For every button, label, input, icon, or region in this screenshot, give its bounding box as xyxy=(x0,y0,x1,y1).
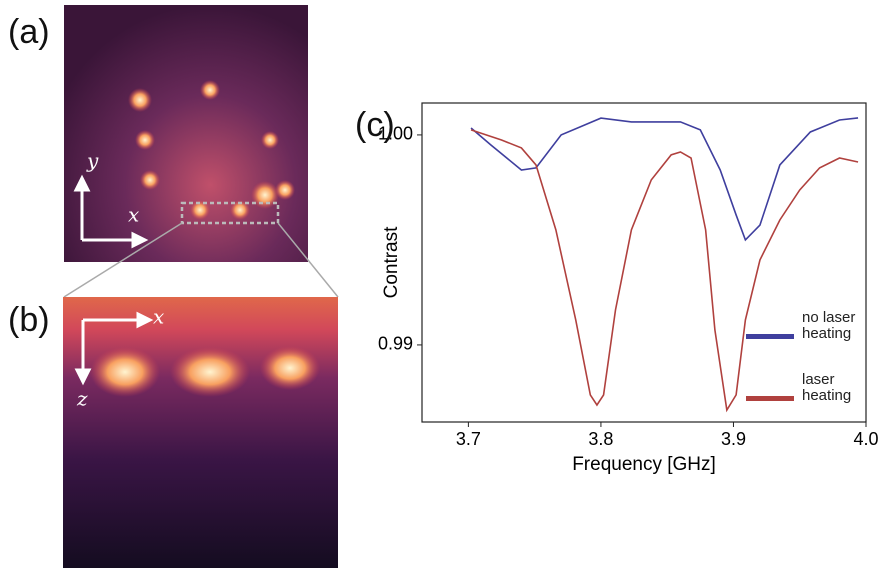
axis-label-x: x xyxy=(153,305,164,329)
image-a-features xyxy=(128,80,295,220)
axes-frame xyxy=(421,102,867,423)
y-tick-label: 1.00 xyxy=(378,124,413,144)
x-tick-label: 3.9 xyxy=(721,429,746,449)
zoom-box xyxy=(180,201,280,225)
arrows xyxy=(73,174,154,386)
connector xyxy=(277,222,339,298)
panel-label: (c) xyxy=(355,106,395,144)
line xyxy=(470,129,859,413)
x-tick-label: 3.8 xyxy=(588,429,613,449)
axis-label-x: x xyxy=(128,203,139,227)
panel-label: (a) xyxy=(8,13,50,51)
x-axis-label: Frequency [GHz] xyxy=(572,454,716,475)
line xyxy=(470,117,859,242)
axis-label-y: y xyxy=(86,149,99,173)
legend-label: no laser heating xyxy=(802,309,856,342)
connector xyxy=(63,222,183,298)
legend-swatch xyxy=(746,334,794,339)
image-b-features xyxy=(90,346,320,397)
legend-swatch xyxy=(746,396,794,401)
plot: 3.7 3.8 3.9 4.0 0.99 1.00 Frequency [GHz] Contr… xyxy=(378,102,879,475)
axis-label-z: z xyxy=(76,387,88,411)
legend-label: laser heating xyxy=(802,371,852,404)
panel-label: (b) xyxy=(8,301,50,339)
x-tick-label: 4.0 xyxy=(853,429,878,449)
y-axis-label: Contrast xyxy=(381,226,402,299)
image-b xyxy=(63,297,338,568)
x-tick-label: 3.7 xyxy=(456,429,481,449)
y-tick-label: 0.99 xyxy=(378,334,413,354)
